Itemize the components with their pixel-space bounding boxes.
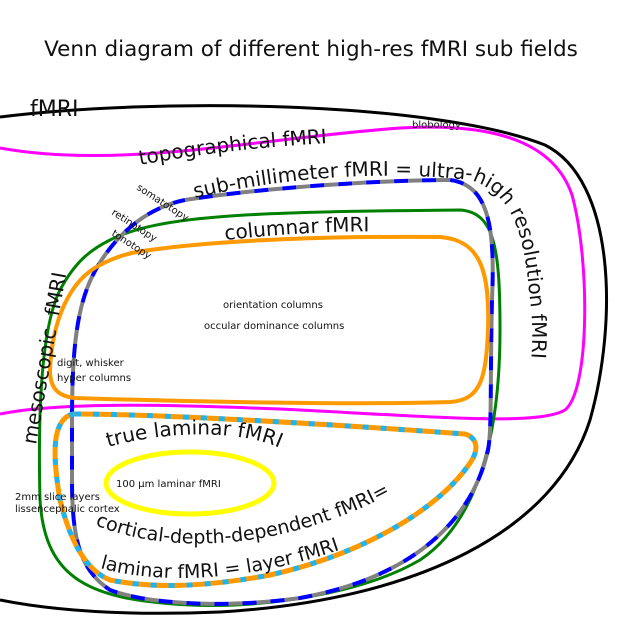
label-fmri: fMRI — [30, 97, 79, 122]
set-fmri-outline — [0, 104, 608, 615]
set-submillimeter-outline — [70, 177, 495, 606]
annotation-orientation: orientation columns — [223, 300, 323, 311]
diagram-title: Venn diagram of different high-res fMRI … — [44, 37, 578, 62]
annotation-digit-line2: hyper columns — [57, 373, 131, 384]
label-100um: 100 µm laminar fMRI — [116, 479, 221, 490]
annotation-slice-line1: 2mm slice layers — [15, 492, 100, 503]
annotation-slice-line2: lissencephalic cortex — [15, 504, 120, 515]
set-laminar-outline — [52, 411, 479, 588]
annotation-occular: occular dominance columns — [204, 321, 344, 332]
annotation-blobology: blobology — [412, 120, 461, 131]
set-topographical-outline — [0, 125, 587, 421]
annotation-digit-line1: digit, whisker — [57, 358, 125, 369]
set-100um-outline — [103, 449, 277, 517]
set-mesoscopic-outline — [37, 208, 502, 607]
set-columnar-outline — [47, 234, 491, 406]
